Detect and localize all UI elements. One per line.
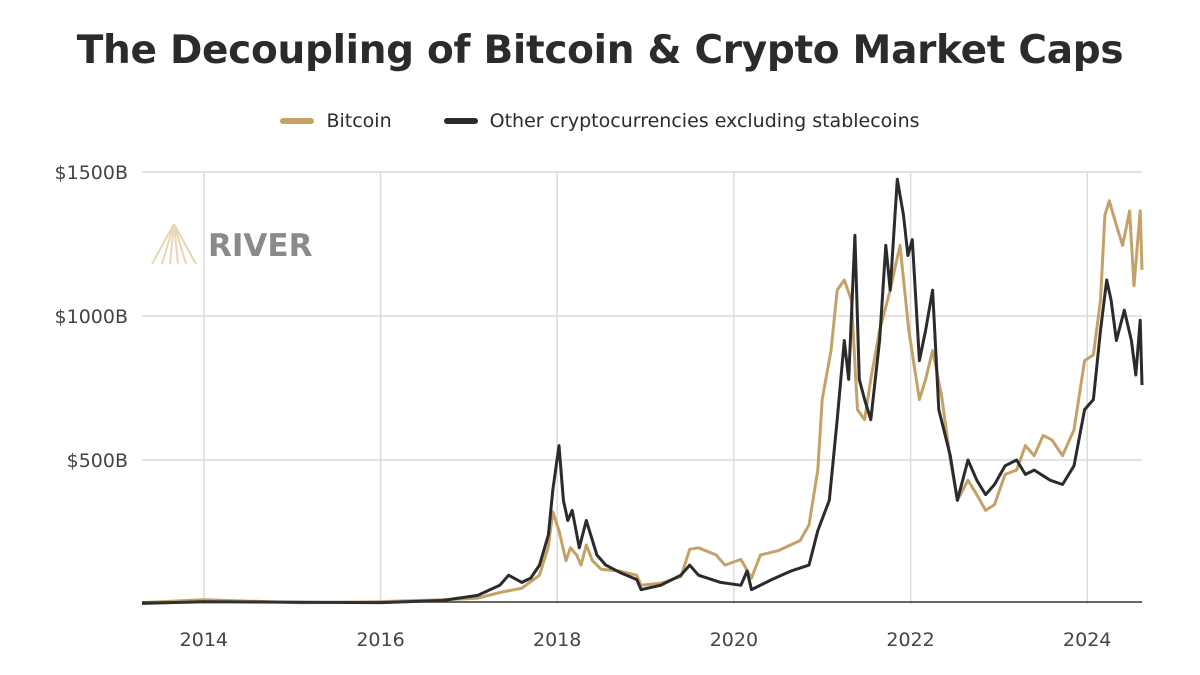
x-tick-label: 2018: [533, 629, 581, 651]
legend-swatch-others: [443, 118, 478, 124]
legend: Bitcoin Other cryptocurrencies excluding…: [0, 110, 1200, 132]
series-lines: [141, 177, 1144, 605]
y-tick-label: $1000B: [55, 306, 128, 328]
x-tick-label: 2022: [886, 629, 934, 651]
legend-item-bitcoin: Bitcoin: [280, 110, 392, 132]
axes: $500B $1000B $1500B 2014 2016 2018 2020 2022 202…: [55, 162, 1142, 651]
river-logo-text: RIVER: [208, 228, 313, 264]
river-logo-mark-icon: [151, 223, 197, 265]
legend-item-others: Other cryptocurrencies excluding stablec…: [443, 110, 920, 132]
x-tick-label: 2020: [710, 629, 758, 651]
y-tick-label: $500B: [67, 450, 128, 472]
river-logo: RIVER: [151, 223, 313, 265]
series-line-others: [141, 177, 1144, 605]
x-tick-label: 2016: [356, 629, 404, 651]
series-line-bitcoin: [141, 199, 1144, 605]
legend-swatch-bitcoin: [280, 118, 315, 124]
y-tick-label: $1500B: [55, 162, 128, 184]
x-tick-label: 2024: [1063, 629, 1111, 651]
chart-title: The Decoupling of Bitcoin & Crypto Marke…: [76, 28, 1124, 73]
x-tick-label: 2014: [180, 629, 228, 651]
grid: [142, 171, 1142, 604]
legend-label-bitcoin: Bitcoin: [326, 110, 392, 132]
legend-label-others: Other cryptocurrencies excluding stablec…: [489, 110, 920, 132]
